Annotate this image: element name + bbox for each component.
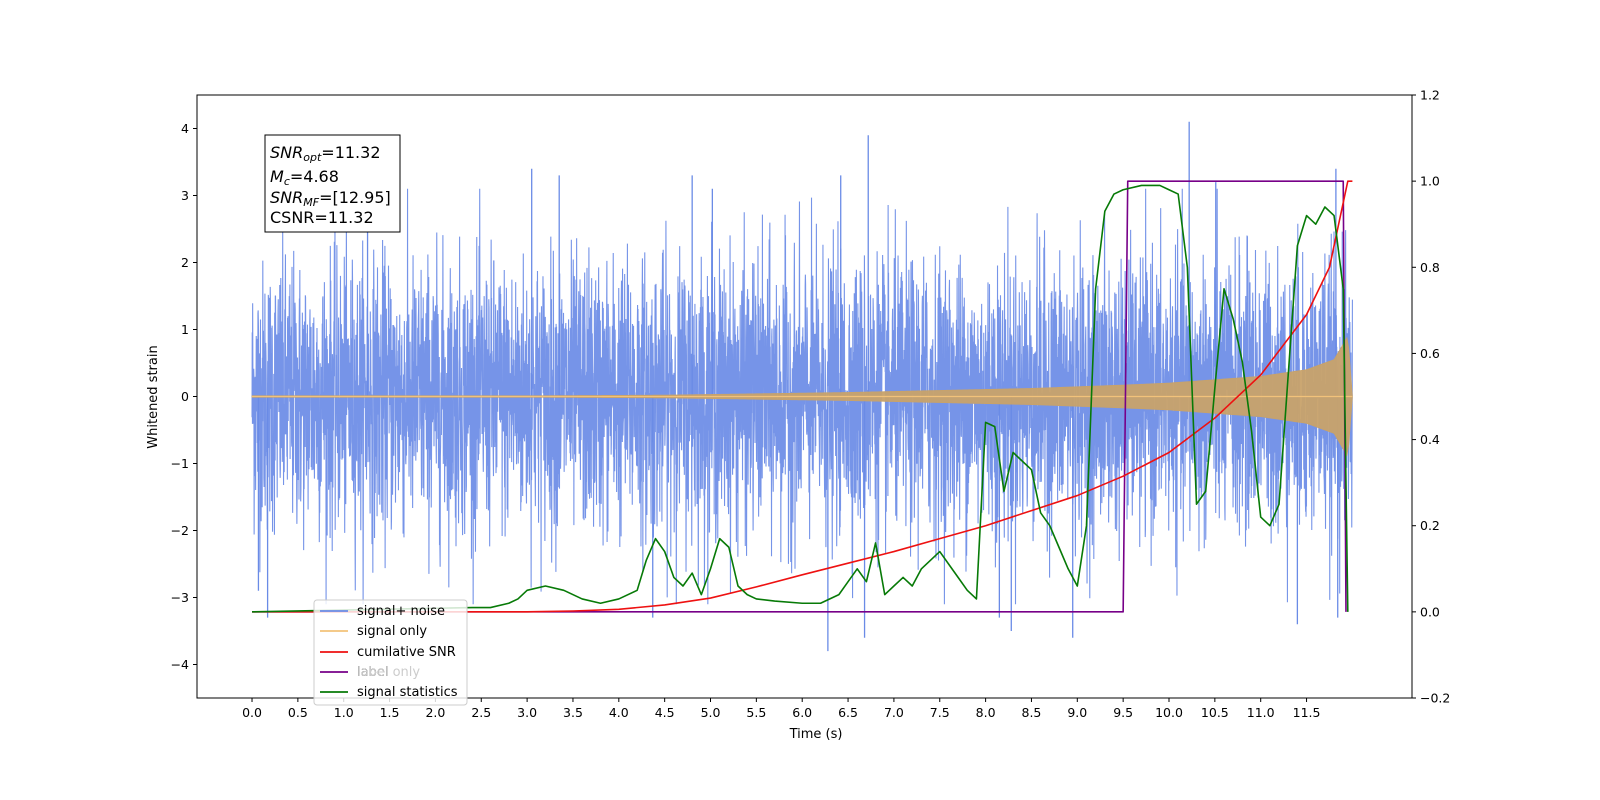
x-tick-label: 8.5 xyxy=(1022,705,1042,720)
x-tick-label: 6.5 xyxy=(838,705,858,720)
x-tick-label: 8.0 xyxy=(976,705,996,720)
series-signal-statistics-line xyxy=(252,184,1349,613)
legend-frame xyxy=(313,599,468,706)
annotation-mc: Mc=4.68 xyxy=(270,167,339,188)
mc-label: M xyxy=(270,167,284,186)
x-tick-label: 6.0 xyxy=(792,705,812,720)
legend-label-label-only: label only xyxy=(357,665,420,680)
y-axis-right: −0.2 0.0 0.2 0.4 0.6 0.8 1.0 1.2 xyxy=(1412,88,1450,706)
y-tick-label: −1 xyxy=(171,456,189,471)
x-tick-label: 7.5 xyxy=(930,705,950,720)
annotation-csnr: CSNR=11.32 xyxy=(270,208,374,227)
series-cumilative-snr-line xyxy=(252,180,1353,613)
y-tick-label: 0 xyxy=(181,389,189,404)
x-tick-label: 0.5 xyxy=(288,705,308,720)
x-tick-label: 7.0 xyxy=(884,705,904,720)
left-axis-series xyxy=(251,121,1353,652)
legend-label-label: label xyxy=(357,665,388,680)
x-tick-label: 9.0 xyxy=(1067,705,1087,720)
y2-tick-label: 1.2 xyxy=(1420,88,1440,103)
right-axis-series xyxy=(252,180,1353,613)
y-axis-label: Whitened strain xyxy=(146,345,161,448)
annotation-box: SNRopt=11.32 Mc=4.68 SNRMF=[12.95] CSNR=… xyxy=(264,134,401,233)
x-tick-label: 5.5 xyxy=(746,705,766,720)
y2-tick-label: 0.0 xyxy=(1420,604,1440,619)
y-tick-label: 1 xyxy=(181,322,189,337)
y2-tick-label: 0.2 xyxy=(1420,518,1440,533)
y2-tick-label: 0.4 xyxy=(1420,432,1440,447)
x-tick-label: 0.0 xyxy=(242,705,262,720)
x-tick-label: 1.0 xyxy=(334,705,354,720)
snr-mf-value: =[12.95] xyxy=(319,188,391,207)
x-tick-label: 4.0 xyxy=(609,705,629,720)
annotation-snr-mf: SNRMF=[12.95] xyxy=(270,188,391,209)
snr-mf-sub: MF xyxy=(303,196,319,209)
y-axis-left: −4 −3 −2 −1 0 1 2 3 4 xyxy=(171,121,197,672)
x-axis-label: Time (s) xyxy=(789,727,843,742)
annotation-frame xyxy=(264,134,401,233)
x-tick-label: 2.5 xyxy=(471,705,491,720)
legend: signal+ noise signal only cumilative SNR… xyxy=(313,599,468,706)
legend-item-label: label xyxy=(320,665,388,680)
y2-tick-label: −0.2 xyxy=(1420,691,1450,706)
legend-label-cumulative-snr: cumilative SNR xyxy=(357,645,456,660)
x-tick-label: 2.0 xyxy=(425,705,445,720)
mc-sub: c xyxy=(284,175,290,188)
x-tick-label: 1.5 xyxy=(380,705,400,720)
x-tick-label: 10.0 xyxy=(1155,705,1183,720)
legend-label-signal-noise: signal+ noise xyxy=(357,604,445,619)
legend-label-signal-only: signal only xyxy=(357,624,427,639)
legend-item-signal-only: signal only xyxy=(320,624,427,639)
mc-value: =4.68 xyxy=(290,167,339,186)
legend-item-label-only: label only xyxy=(357,665,420,680)
y2-tick-label: 0.6 xyxy=(1420,346,1440,361)
x-tick-label: 4.5 xyxy=(655,705,675,720)
snr-opt-label: SNR xyxy=(270,143,303,162)
annotation-snr-opt: SNRopt=11.32 xyxy=(270,143,381,164)
x-tick-label: 3.5 xyxy=(563,705,583,720)
legend-label-signal-statistics: signal statistics xyxy=(357,685,458,700)
snr-mf-label: SNR xyxy=(270,188,303,207)
legend-item-signal-statistics: signal statistics xyxy=(320,685,458,700)
y-tick-label: −3 xyxy=(171,590,189,605)
x-tick-label: 11.0 xyxy=(1247,705,1275,720)
y-tick-label: −4 xyxy=(171,657,189,672)
snr-opt-sub: opt xyxy=(303,151,322,164)
y-tick-label: 3 xyxy=(181,188,189,203)
y2-tick-label: 1.0 xyxy=(1420,174,1440,189)
y-tick-label: 4 xyxy=(181,121,189,136)
y2-tick-label: 0.8 xyxy=(1420,260,1440,275)
x-tick-label: 10.5 xyxy=(1201,705,1229,720)
x-tick-label: 11.5 xyxy=(1293,705,1321,720)
x-axis: 0.0 0.5 1.0 1.5 2.0 2.5 3.0 3.5 4.0 4.5 5.0 5.5 6.0 6… xyxy=(242,698,1320,720)
x-tick-label: 5.0 xyxy=(701,705,721,720)
legend-item-signal-noise: signal+ noise xyxy=(320,604,445,619)
snr-opt-value: =11.32 xyxy=(321,143,380,162)
y-tick-label: 2 xyxy=(181,255,189,270)
legend-item-cumulative-snr: cumilative SNR xyxy=(320,645,456,660)
x-tick-label: 9.5 xyxy=(1113,705,1133,720)
x-tick-label: 3.0 xyxy=(517,705,537,720)
y-tick-label: −2 xyxy=(171,523,189,538)
